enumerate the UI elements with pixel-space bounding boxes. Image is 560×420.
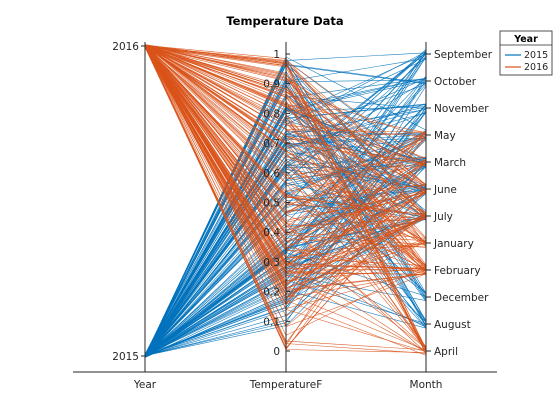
temperature-tick-label: 0.6: [263, 168, 280, 180]
axis-label-month: Month: [410, 379, 443, 391]
temperature-tick-label: 0.8: [263, 108, 280, 120]
year-tick-label: 2015: [112, 351, 139, 363]
temperature-tick-label: 0.5: [263, 198, 280, 210]
year-tick-label: 2016: [112, 41, 139, 53]
month-tick-label: November: [434, 103, 489, 115]
month-tick-label: May: [434, 130, 456, 142]
temperature-tick-label: 0.3: [263, 257, 280, 269]
legend-box: [499, 30, 553, 76]
month-tick-label: January: [433, 238, 474, 250]
chart-title: Temperature Data: [226, 14, 343, 28]
month-tick-label: April: [434, 346, 458, 358]
month-tick-label: February: [434, 265, 481, 277]
temperature-tick-label: 0.4: [263, 227, 280, 239]
temperature-tick-label: 0.1: [263, 316, 280, 328]
month-tick-label: August: [434, 319, 471, 331]
legend-title: Year: [513, 34, 538, 45]
tick-layer: 2016 2015 0 0.1 0.2 0.3 0.4 0.5 0.6 0.7 0.8 0.9 1 Sep…: [112, 41, 492, 363]
month-tick-label: June: [433, 184, 457, 196]
temperature-tick-label: 0.7: [263, 138, 280, 150]
temperature-tick-label: 0.9: [263, 79, 280, 91]
temperature-tick-label: 1: [273, 49, 280, 61]
month-tick-label: March: [434, 157, 466, 169]
axes-layer: [73, 42, 497, 373]
month-tick-label: December: [434, 292, 489, 304]
temperature-tick-label: 0: [273, 346, 280, 358]
month-tick-label: July: [433, 211, 453, 223]
legend-entry-2015: 2015: [524, 50, 548, 61]
month-tick-label: September: [434, 49, 493, 61]
legend-entry-2016: 2016: [524, 62, 548, 73]
axis-label-temperaturef: TemperatureF: [249, 379, 323, 391]
axis-label-year: Year: [133, 379, 157, 391]
legend: Year 2015 2016: [499, 30, 553, 76]
month-tick-label: October: [434, 76, 477, 88]
temperature-tick-label: 0.2: [263, 287, 280, 299]
